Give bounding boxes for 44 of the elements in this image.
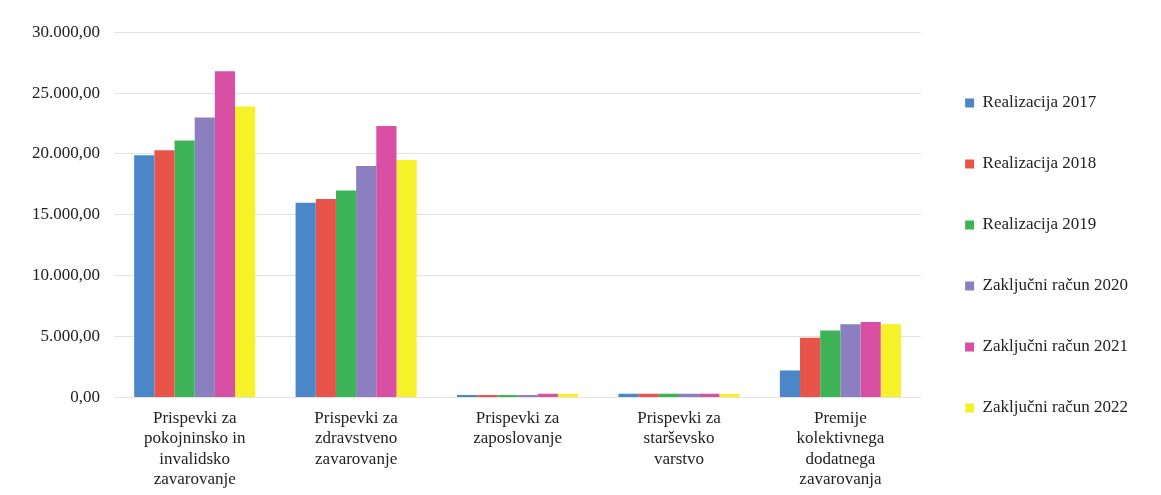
legend-label: Zaključni račun 2020	[982, 275, 1129, 295]
bar	[840, 324, 861, 397]
bar	[376, 125, 397, 397]
legend-label: Zaključni račun 2022	[982, 397, 1129, 417]
bar	[557, 393, 579, 397]
bar	[154, 150, 175, 397]
bar	[820, 330, 841, 397]
bar	[356, 166, 377, 397]
x-tick-label: Prispevki za zdravstveno zavarovanje	[314, 408, 399, 468]
x-tick-label: Prispevki za starševsko varstvo	[637, 408, 722, 468]
bar	[537, 393, 558, 397]
bar	[335, 190, 357, 397]
y-tick-label: 20.000,00	[32, 143, 100, 163]
bar	[315, 198, 336, 397]
bar	[396, 160, 417, 397]
bar	[638, 393, 659, 397]
y-tick-label: 5.000,00	[40, 326, 100, 345]
bar	[658, 393, 679, 397]
bar	[800, 337, 821, 397]
y-tick-label: 30.000,00	[32, 21, 100, 41]
bar	[779, 370, 801, 397]
y-tick-label: 0,00	[70, 386, 100, 406]
bar	[295, 202, 316, 397]
bar	[134, 155, 155, 397]
legend-label: Realizacija 2019	[982, 214, 1097, 234]
bar	[618, 393, 639, 397]
bar	[174, 140, 195, 397]
legend-label: Realizacija 2017	[982, 92, 1097, 112]
bar	[699, 393, 720, 397]
bar	[719, 393, 740, 397]
bar	[235, 106, 256, 397]
legend-label: Realizacija 2018	[982, 153, 1097, 173]
legend-label: Zaključni račun 2021	[982, 336, 1129, 356]
x-tick-label: Prispevki za zaposlovanje	[473, 408, 562, 448]
bar	[214, 71, 236, 397]
bar	[880, 324, 901, 397]
y-tick-label: 10.000,00	[32, 265, 100, 285]
x-tick-label: Prispevki za pokojninsko in invalidsko zavarovanje	[143, 408, 246, 489]
y-tick-label: 15.000,00	[32, 204, 100, 224]
bar	[678, 393, 700, 397]
bar	[860, 321, 881, 397]
y-tick-label: 25.000,00	[32, 82, 100, 102]
x-tick-label: Premije kolektivnega dodatnega zavarovanja	[796, 408, 885, 489]
bar	[194, 117, 215, 397]
